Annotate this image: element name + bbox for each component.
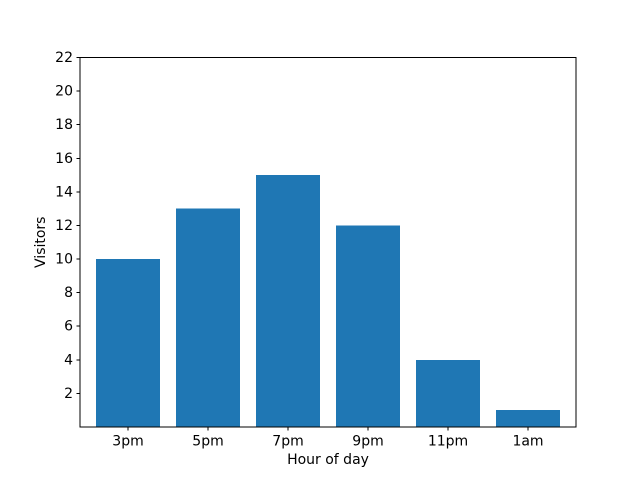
x-tick-label: 1am — [512, 434, 543, 450]
x-tick-label: 5pm — [192, 434, 223, 450]
y-tick-label: 12 — [55, 218, 73, 234]
y-axis-label: Visitors — [33, 217, 49, 268]
bar-11pm — [416, 359, 480, 427]
y-tick-label: 16 — [55, 151, 73, 167]
x-tick-label: 3pm — [112, 434, 143, 450]
x-tick-label: 7pm — [272, 434, 303, 450]
y-tick-label: 8 — [64, 285, 73, 301]
bar-7pm — [256, 175, 320, 427]
bar-3pm — [96, 259, 160, 427]
y-tick-label: 6 — [64, 319, 73, 335]
y-tick-label: 20 — [55, 84, 73, 100]
bar-5pm — [176, 208, 240, 427]
bar-9pm — [336, 225, 400, 427]
y-tick-label: 22 — [55, 50, 73, 66]
y-tick-label: 4 — [64, 352, 73, 368]
x-tick-label: 11pm — [428, 434, 468, 450]
x-axis-label: Hour of day — [287, 452, 369, 468]
y-tick-label: 10 — [55, 252, 73, 268]
y-tick-label: 18 — [55, 117, 73, 133]
chart-plot-area: 2 4 6 8 10 12 14 16 18 20 22 3pm 5pm 7pm 9pm 11pm 1am — [55, 50, 577, 450]
bar-1am — [496, 410, 560, 427]
y-tick-label: 2 — [64, 386, 73, 402]
y-tick-label: 14 — [55, 184, 73, 200]
x-tick-label: 9pm — [352, 434, 383, 450]
plot-border — [79, 57, 577, 428]
